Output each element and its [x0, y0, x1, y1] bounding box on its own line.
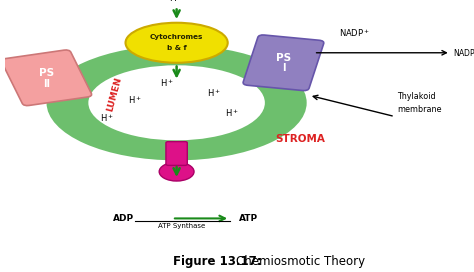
FancyBboxPatch shape: [166, 142, 187, 165]
Text: b & f: b & f: [167, 45, 186, 51]
Text: LUMEN: LUMEN: [105, 76, 123, 112]
Ellipse shape: [126, 23, 228, 63]
Text: membrane: membrane: [397, 104, 442, 114]
Text: ATP Synthase: ATP Synthase: [158, 223, 205, 229]
Text: II: II: [43, 79, 50, 89]
Text: NADP$^+$: NADP$^+$: [339, 27, 370, 39]
Text: Thylakoid: Thylakoid: [397, 92, 436, 101]
Text: H$^+$: H$^+$: [160, 77, 174, 89]
Text: NADPH+H$^+$: NADPH+H$^+$: [453, 47, 474, 59]
Text: H$^+$: H$^+$: [100, 112, 114, 124]
Ellipse shape: [46, 45, 307, 160]
Text: H$^+$: H$^+$: [207, 87, 221, 99]
FancyBboxPatch shape: [1, 50, 91, 106]
Ellipse shape: [159, 162, 194, 181]
Text: H$^+$: H$^+$: [226, 107, 239, 119]
Text: Cytochromes: Cytochromes: [150, 33, 203, 39]
Text: PS: PS: [276, 53, 291, 63]
FancyBboxPatch shape: [243, 35, 324, 91]
Text: Figure 13.17:: Figure 13.17:: [173, 255, 262, 268]
Text: I: I: [282, 63, 285, 73]
Text: PS: PS: [39, 68, 54, 78]
Text: Chemiosmotic Theory: Chemiosmotic Theory: [236, 255, 365, 268]
Text: H$^+$: H$^+$: [128, 94, 142, 106]
Text: ADP: ADP: [113, 214, 134, 223]
Text: STROMA: STROMA: [275, 134, 325, 144]
Text: ATP: ATP: [239, 214, 258, 223]
Text: H$^+$: H$^+$: [169, 0, 184, 4]
Ellipse shape: [88, 65, 265, 140]
